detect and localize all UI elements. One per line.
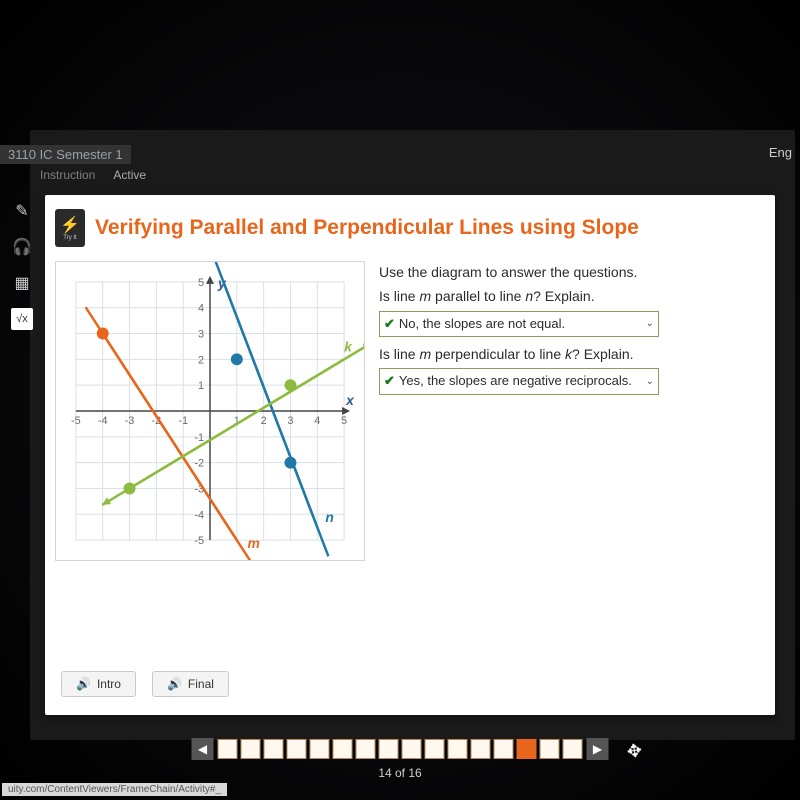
question-panel: Use the diagram to answer the questions.… xyxy=(379,261,765,561)
svg-text:-1: -1 xyxy=(194,432,204,444)
svg-text:-5: -5 xyxy=(194,535,204,547)
svg-text:x: x xyxy=(345,392,355,408)
svg-text:-2: -2 xyxy=(194,458,204,470)
sqrt-icon[interactable]: √x xyxy=(11,308,33,330)
left-toolbar: ✎ 🎧 ▦ √x xyxy=(8,200,36,330)
svg-text:3: 3 xyxy=(287,415,293,427)
chevron-down-icon: ⌄ xyxy=(646,373,654,390)
intro-label: Intro xyxy=(97,677,121,691)
pager-step[interactable] xyxy=(333,739,353,759)
cursor-icon: ✥ xyxy=(625,740,644,763)
svg-text:3: 3 xyxy=(198,328,204,340)
pager-label: 14 of 16 xyxy=(378,766,421,780)
pager-step[interactable] xyxy=(540,739,560,759)
svg-text:n: n xyxy=(325,509,333,525)
pager-step[interactable] xyxy=(379,739,399,759)
pager-step[interactable] xyxy=(287,739,307,759)
calculator-icon[interactable]: ▦ xyxy=(11,272,33,294)
pager-step[interactable] xyxy=(563,739,583,759)
final-button[interactable]: 🔊 Final xyxy=(152,671,229,697)
pager-step[interactable] xyxy=(310,739,330,759)
svg-text:5: 5 xyxy=(341,415,347,427)
svg-text:2: 2 xyxy=(261,415,267,427)
pager-step[interactable] xyxy=(241,739,261,759)
check-icon: ✔ xyxy=(384,316,395,331)
pager-step[interactable] xyxy=(448,739,468,759)
svg-text:k: k xyxy=(344,339,353,355)
svg-text:-5: -5 xyxy=(71,415,81,427)
pager-step[interactable] xyxy=(494,739,514,759)
bolt-icon: ⚡ xyxy=(60,215,80,235)
answer-2-text: Yes, the slopes are negative reciprocals… xyxy=(399,373,632,388)
svg-text:-4: -4 xyxy=(98,415,108,427)
svg-text:1: 1 xyxy=(198,380,204,392)
question-2: Is line m perpendicular to line k? Expla… xyxy=(379,343,765,367)
course-label: 3110 IC Semester 1 xyxy=(0,145,131,164)
pager-step[interactable] xyxy=(402,739,422,759)
tab-instruction[interactable]: Instruction xyxy=(40,168,95,182)
check-icon: ✔ xyxy=(384,373,395,388)
svg-text:4: 4 xyxy=(314,415,320,427)
coordinate-graph: -5-5-4-4-3-3-2-2-1-11122334455xymnk xyxy=(55,261,365,561)
answer-dropdown-2[interactable]: ✔ Yes, the slopes are negative reciprocal… xyxy=(379,368,659,394)
svg-text:-4: -4 xyxy=(194,509,204,521)
chevron-down-icon: ⌄ xyxy=(646,315,654,332)
pager-step[interactable] xyxy=(471,739,491,759)
pager-step[interactable] xyxy=(218,739,238,759)
answer-dropdown-1[interactable]: ✔ No, the slopes are not equal. ⌄ xyxy=(379,311,659,337)
svg-text:4: 4 xyxy=(198,303,204,315)
speaker-icon: 🔊 xyxy=(76,677,91,691)
pager-step[interactable] xyxy=(264,739,284,759)
final-label: Final xyxy=(188,677,214,691)
lesson-card: ⚡ Try It Verifying Parallel and Perpendi… xyxy=(45,195,775,715)
headphones-icon[interactable]: 🎧 xyxy=(11,236,33,258)
pager: ◀ ▶ xyxy=(192,738,609,760)
svg-text:2: 2 xyxy=(198,354,204,366)
svg-text:-1: -1 xyxy=(178,415,188,427)
page-title: Verifying Parallel and Perpendicular Lin… xyxy=(95,216,639,240)
instruction-text: Use the diagram to answer the questions. xyxy=(379,261,765,285)
speaker-icon: 🔊 xyxy=(167,677,182,691)
top-right-link[interactable]: Eng xyxy=(769,145,792,160)
svg-text:-3: -3 xyxy=(125,415,135,427)
pager-step[interactable] xyxy=(356,739,376,759)
answer-1-text: No, the slopes are not equal. xyxy=(399,316,565,331)
try-it-label: Try It xyxy=(63,235,76,241)
pager-prev[interactable]: ◀ xyxy=(192,738,214,760)
question-1: Is line m parallel to line n? Explain. xyxy=(379,285,765,309)
try-it-badge: ⚡ Try It xyxy=(55,209,85,247)
svg-text:m: m xyxy=(248,535,260,551)
pencil-icon[interactable]: ✎ xyxy=(11,200,33,222)
pager-step[interactable] xyxy=(517,739,537,759)
intro-button[interactable]: 🔊 Intro xyxy=(61,671,136,697)
status-bar-url: uity.com/ContentViewers/FrameChain/Activ… xyxy=(2,783,227,796)
svg-text:5: 5 xyxy=(198,277,204,289)
tab-active[interactable]: Active xyxy=(113,168,146,182)
pager-next[interactable]: ▶ xyxy=(587,738,609,760)
pager-step[interactable] xyxy=(425,739,445,759)
